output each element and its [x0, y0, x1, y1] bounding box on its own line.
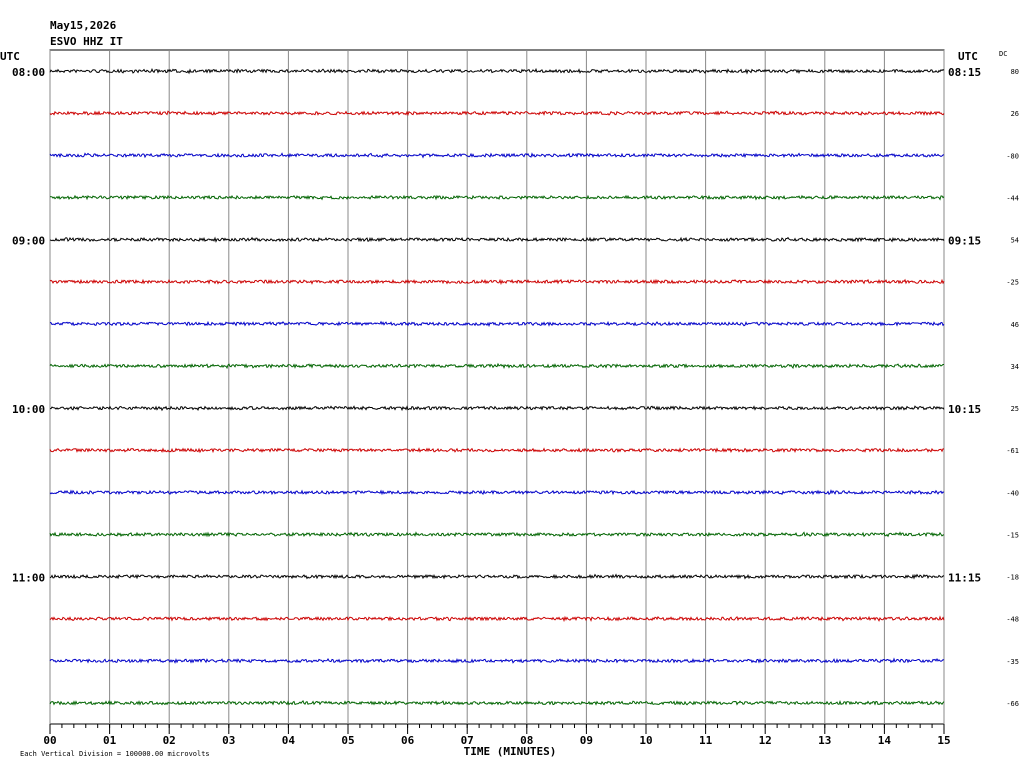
right-axis-label: UTC — [958, 50, 978, 63]
x-tick-label: 10 — [639, 734, 652, 747]
x-tick-label: 03 — [222, 734, 235, 747]
dc-offset: -48 — [1006, 616, 1019, 624]
trace — [49, 278, 945, 286]
x-tick-label: 04 — [282, 734, 296, 747]
x-tick-label: 00 — [43, 734, 56, 747]
dc-offset: -18 — [1006, 574, 1019, 582]
dc-offset: -44 — [1006, 194, 1019, 202]
dc-offset: 34 — [1011, 363, 1019, 371]
trace — [49, 615, 945, 623]
dc-offset: -80 — [1006, 152, 1019, 160]
x-tick-label: 11 — [699, 734, 713, 747]
dc-offset: -15 — [1006, 531, 1019, 539]
dc-offset: -40 — [1006, 489, 1019, 497]
right-time-label: 08:15 — [948, 66, 981, 79]
trace — [49, 67, 945, 75]
left-time-label: 09:00 — [12, 235, 45, 248]
x-tick-label: 07 — [461, 734, 474, 747]
x-axis-label: TIME (MINUTES) — [464, 745, 557, 758]
dc-offset: -35 — [1006, 658, 1019, 666]
left-time-label: 10:00 — [12, 403, 45, 416]
dc-label: DC — [999, 50, 1007, 58]
trace — [49, 194, 945, 201]
left-axis-label: UTC — [0, 50, 20, 63]
dc-offset: -61 — [1006, 447, 1019, 455]
trace — [49, 362, 944, 370]
x-tick-label: 05 — [341, 734, 354, 747]
x-tick-label: 06 — [401, 734, 415, 747]
x-tick-label: 12 — [759, 734, 772, 747]
title-line: ESVO HHZ IT — [50, 35, 123, 48]
trace — [49, 152, 945, 159]
trace — [49, 657, 945, 664]
trace — [49, 489, 945, 496]
dc-offset: 46 — [1011, 321, 1019, 329]
left-time-label: 11:00 — [12, 572, 45, 585]
x-tick-label: 09 — [580, 734, 593, 747]
trace — [49, 320, 945, 328]
plot-frame — [49, 49, 945, 725]
title-line: May15,2026 — [50, 19, 117, 32]
dc-offset: 54 — [1011, 237, 1019, 245]
trace — [49, 700, 945, 706]
dc-offset: 26 — [1011, 110, 1019, 118]
x-tick-label: 01 — [103, 734, 117, 747]
trace — [49, 236, 945, 243]
trace — [49, 531, 945, 538]
x-tick-label: 14 — [878, 734, 892, 747]
right-time-label: 09:15 — [948, 235, 981, 248]
dc-offset: 25 — [1011, 405, 1019, 413]
right-time-label: 10:15 — [948, 403, 981, 416]
x-tick-label: 15 — [937, 734, 950, 747]
right-time-label: 11:15 — [948, 572, 981, 585]
x-tick-label: 13 — [818, 734, 831, 747]
dc-offset: -66 — [1006, 700, 1019, 708]
trace — [49, 447, 944, 454]
x-tick-label: 02 — [163, 734, 176, 747]
footnote: Each Vertical Division = 100000.00 micro… — [20, 750, 210, 758]
trace — [50, 405, 945, 412]
dc-offset: -25 — [1006, 279, 1019, 287]
dc-offset: 80 — [1011, 68, 1019, 76]
trace — [49, 110, 945, 117]
left-time-label: 08:00 — [12, 66, 45, 79]
x-tick-label: 08 — [520, 734, 533, 747]
trace — [49, 573, 945, 580]
